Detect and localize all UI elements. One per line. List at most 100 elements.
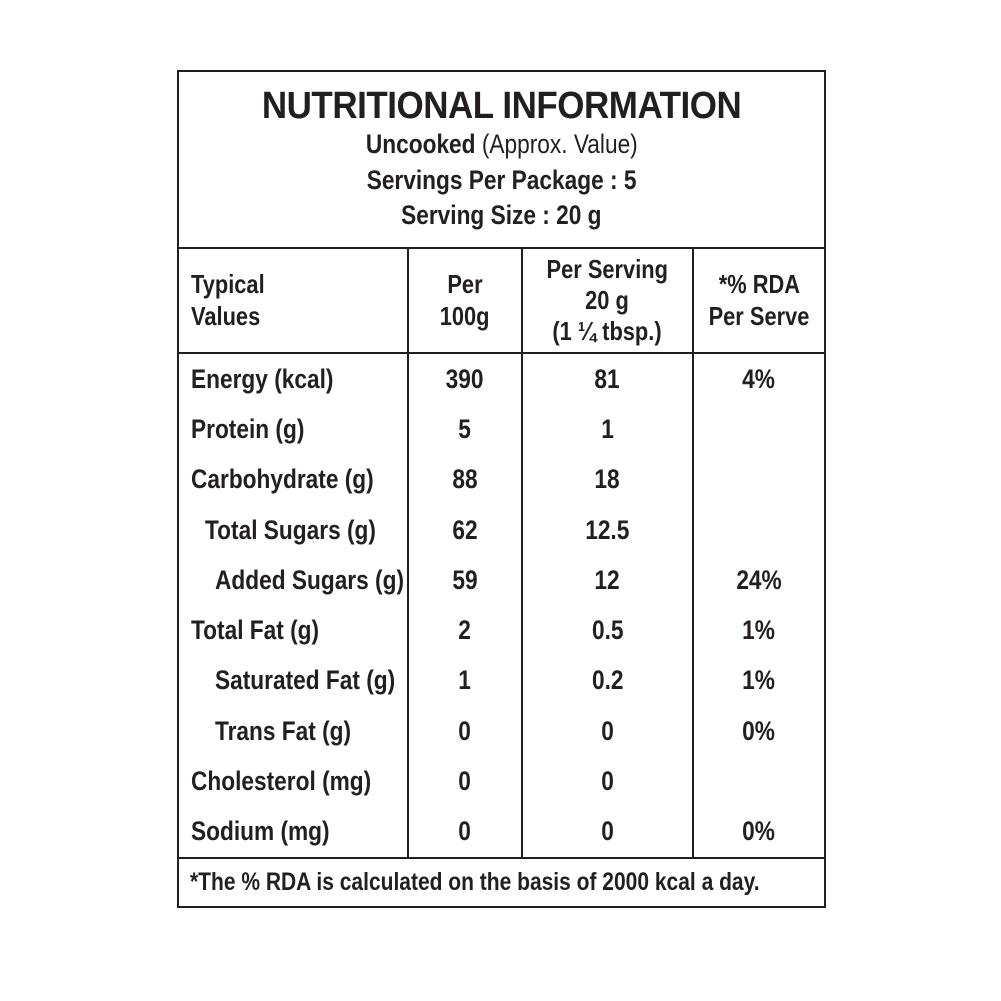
- value-per-100g: 62: [409, 504, 523, 556]
- nutrient-label: Carbohydrate (g): [179, 454, 409, 505]
- value-per-serving-text: 0: [601, 816, 614, 847]
- value-rda: 24%: [694, 555, 824, 605]
- nutrient-label-text: Total Sugars (g): [205, 514, 376, 545]
- serving-size-text: Serving Size : 20 g: [401, 200, 602, 231]
- value-per-100g: 390: [409, 354, 523, 405]
- value-per-serving-text: 1: [601, 413, 614, 444]
- value-per-serving: 0: [523, 756, 694, 807]
- value-rda: [694, 455, 824, 505]
- value-per-100g-text: 59: [452, 564, 478, 595]
- value-per-serving: 0.2: [523, 655, 694, 707]
- value-rda-text: 0%: [742, 816, 776, 847]
- col3-line1: Per Serving: [546, 253, 669, 284]
- nutrient-label-text: Sodium (mg): [191, 816, 330, 847]
- value-rda: [694, 505, 824, 555]
- value-per-100g: 0: [409, 806, 523, 857]
- col1-line2: Values: [191, 300, 261, 331]
- col4-line1: *% RDA: [718, 269, 800, 300]
- value-rda-text: 1%: [742, 665, 776, 696]
- value-per-100g: 88: [409, 454, 523, 505]
- label-subtitle: Uncooked (Approx. Value): [340, 128, 664, 161]
- value-per-100g: 59: [409, 555, 523, 606]
- col4-line2: Per Serve: [708, 300, 810, 331]
- nutrient-label: Added Sugars (g): [179, 555, 409, 606]
- value-rda-text: 0%: [742, 715, 776, 746]
- footnote-text: *The % RDA is calculated on the basis of…: [190, 868, 760, 896]
- nutrient-label-text: Protein (g): [191, 413, 305, 444]
- value-per-serving-text: 0: [601, 766, 614, 797]
- title-block: NUTRITIONAL INFORMATION Uncooked (Approx…: [179, 72, 824, 249]
- value-rda: 1%: [694, 605, 824, 655]
- nutrient-label-text: Carbohydrate (g): [191, 464, 374, 495]
- label-title-text: NUTRITIONAL INFORMATION: [261, 84, 742, 127]
- value-per-100g: 0: [409, 756, 523, 807]
- value-per-serving: 18: [523, 454, 694, 505]
- value-rda: 1%: [694, 656, 824, 706]
- value-per-100g-text: 62: [452, 514, 478, 545]
- column-header-typical-values: Typical Values: [179, 249, 409, 352]
- nutrient-label-text: Added Sugars (g): [215, 564, 405, 595]
- value-per-100g-text: 0: [458, 766, 472, 797]
- value-per-100g: 1: [409, 655, 523, 707]
- value-per-100g-text: 0: [458, 715, 472, 746]
- value-per-serving-text: 0: [601, 715, 614, 746]
- value-per-serving: 81: [523, 354, 694, 405]
- value-rda: 0%: [694, 706, 824, 756]
- value-per-100g-text: 0: [458, 816, 472, 847]
- nutrient-label: Sodium (mg): [179, 806, 409, 857]
- value-per-serving: 12.5: [523, 504, 694, 556]
- label-subtitle-text: Uncooked (Approx. Value): [366, 128, 638, 161]
- value-rda: [694, 404, 824, 454]
- value-rda: 0%: [694, 807, 824, 857]
- subtitle-bold: Uncooked: [365, 128, 476, 159]
- value-per-serving: 12: [523, 555, 694, 606]
- value-per-serving: 1: [523, 404, 694, 455]
- nutrition-label: NUTRITIONAL INFORMATION Uncooked (Approx…: [177, 70, 826, 908]
- value-rda-text: 24%: [736, 564, 782, 595]
- footnote: *The % RDA is calculated on the basis of…: [179, 857, 824, 906]
- value-per-100g: 5: [409, 404, 523, 455]
- value-per-100g-text: 5: [458, 413, 472, 444]
- value-per-serving-text: 12: [594, 564, 621, 595]
- value-per-serving: 0: [523, 706, 694, 757]
- value-per-100g: 0: [409, 706, 523, 757]
- column-header-per-serving: Per Serving 20 g (1 ¼ tbsp.): [523, 249, 694, 352]
- table-body: Energy (kcal) 390 81 4% Protein (g) 5 1 Carbohy…: [179, 354, 824, 857]
- value-per-100g-text: 2: [458, 615, 472, 646]
- value-per-serving-text: 0.2: [591, 665, 624, 696]
- nutrient-label-text: Energy (kcal): [191, 363, 334, 394]
- column-header-per-100g: Per 100g: [409, 249, 523, 352]
- value-rda: 4%: [694, 354, 824, 404]
- col1-line1: Typical: [191, 269, 265, 300]
- nutrient-label: Total Sugars (g): [179, 504, 409, 556]
- subtitle-plain: (Approx. Value): [475, 128, 638, 159]
- value-per-100g: 2: [409, 605, 523, 656]
- servings-per-package-text: Servings Per Package : 5: [366, 164, 637, 195]
- value-per-serving-text: 18: [594, 464, 621, 495]
- value-per-100g-text: 1: [458, 665, 472, 696]
- col2-line2: 100g: [440, 300, 490, 331]
- value-rda-text: 1%: [742, 615, 776, 646]
- value-rda-text: 4%: [742, 363, 776, 394]
- nutrient-label: Cholesterol (mg): [179, 756, 409, 807]
- nutrient-label-text: Total Fat (g): [191, 615, 320, 646]
- col3-line2: 20 g: [585, 284, 630, 315]
- nutrient-label: Saturated Fat (g): [179, 655, 409, 707]
- nutrient-label-text: Trans Fat (g): [215, 715, 352, 746]
- nutrient-label: Energy (kcal): [179, 354, 409, 405]
- table-header-row: Typical Values Per 100g Per Serving 20 g…: [179, 249, 824, 354]
- nutrient-label: Total Fat (g): [179, 605, 409, 656]
- nutrient-label-text: Cholesterol (mg): [191, 766, 372, 797]
- value-per-serving: 0.5: [523, 605, 694, 656]
- value-per-100g-text: 88: [452, 464, 478, 495]
- value-per-100g-text: 390: [446, 363, 484, 394]
- serving-size: Serving Size : 20 g: [382, 199, 621, 232]
- column-header-rda: *% RDA Per Serve: [694, 249, 824, 352]
- col2-line1: Per: [447, 269, 483, 300]
- col3-line3: (1 ¼ tbsp.): [552, 316, 663, 347]
- value-per-serving-text: 81: [594, 363, 621, 394]
- value-per-serving: 0: [523, 806, 694, 857]
- value-per-serving-text: 12.5: [585, 514, 630, 545]
- nutrient-label: Protein (g): [179, 404, 409, 455]
